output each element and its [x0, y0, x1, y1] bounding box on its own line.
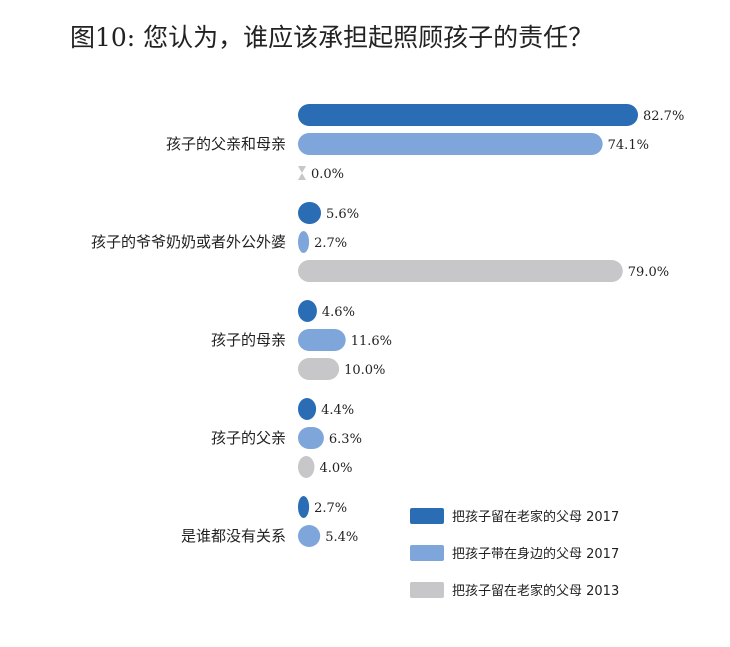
legend-swatch: [410, 545, 444, 561]
data-label: 4.6%: [322, 305, 355, 320]
bar: [298, 427, 324, 449]
bar: [298, 300, 317, 322]
bar: [298, 456, 315, 478]
bar: [298, 104, 638, 126]
category-label: 孩子的父亲: [211, 429, 286, 447]
category-label: 孩子的父亲和母亲: [166, 135, 286, 153]
bar: [298, 398, 317, 420]
data-label: 5.4%: [325, 530, 358, 545]
bar: [298, 496, 310, 518]
data-label: 10.0%: [344, 363, 385, 378]
data-label: 4.0%: [319, 461, 352, 476]
bar: [298, 358, 340, 380]
data-label: 5.6%: [326, 207, 359, 222]
data-label: 79.0%: [628, 265, 669, 280]
data-label: 11.6%: [351, 334, 392, 349]
bar: [298, 329, 346, 351]
legend-label: 把孩子留在老家的父母 2017: [452, 509, 619, 525]
data-label: 2.7%: [314, 236, 347, 251]
bar: [298, 525, 321, 547]
data-label: 6.3%: [329, 432, 362, 447]
bar: [298, 202, 322, 224]
value-labels: 82.7% 74.1% 0.0% 5.6% 2.7% 79.0% 4.6% 11.6% 10.0…: [311, 109, 684, 545]
legend-label: 把孩子带在身边的父母 2017: [452, 546, 619, 562]
legend: 把孩子留在老家的父母 2017 把孩子带在身边的父母 2017 把孩子留在老家的父母…: [410, 508, 619, 599]
data-label: 0.0%: [311, 167, 344, 182]
data-label: 74.1%: [608, 138, 649, 153]
legend-swatch: [410, 582, 444, 598]
bar: [298, 133, 603, 155]
legend-label: 把孩子留在老家的父母 2013: [452, 583, 619, 599]
bar: [298, 231, 310, 253]
bar: [298, 166, 306, 180]
data-label: 4.4%: [321, 403, 354, 418]
category-label: 孩子的母亲: [211, 331, 286, 349]
bars: [298, 104, 638, 547]
data-label: 2.7%: [314, 501, 347, 516]
category-label: 孩子的爷爷奶奶或者外公外婆: [91, 233, 286, 251]
data-label: 82.7%: [643, 109, 684, 124]
bar: [298, 260, 623, 282]
category-label: 是谁都没有关系: [181, 527, 286, 545]
chart-title: 图10: 您认为，谁应该承担起照顾孩子的责任？: [70, 23, 594, 52]
legend-swatch: [410, 508, 444, 524]
